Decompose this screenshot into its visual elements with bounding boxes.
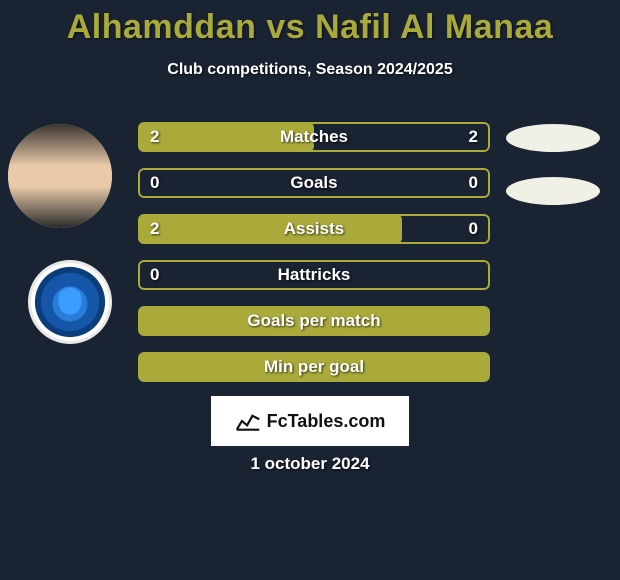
stats-rows: Matches22Goals00Assists20Hattricks0Goals… xyxy=(138,122,490,398)
stat-label: Hattricks xyxy=(138,260,490,290)
club-badge-icon xyxy=(31,263,109,341)
stat-label: Goals xyxy=(138,168,490,198)
stat-row: Goals per match xyxy=(138,306,490,336)
stat-value-left: 0 xyxy=(138,260,171,290)
fctables-icon xyxy=(235,410,261,432)
stat-row: Hattricks0 xyxy=(138,260,490,290)
player-face-placeholder xyxy=(8,124,112,228)
stat-row: Matches2 2 xyxy=(138,122,490,152)
vs-text: vs xyxy=(266,8,305,46)
player2-badge-oval xyxy=(506,177,600,205)
comparison-title: Alhamddan vs Nafil Al Manaa xyxy=(0,0,620,47)
stat-label: Min per goal xyxy=(138,352,490,382)
stat-row: Assists2 0 xyxy=(138,214,490,244)
stat-value-left: 2 xyxy=(138,214,171,244)
stat-value-left: 2 xyxy=(138,122,171,152)
date-text: 1 october 2024 xyxy=(0,454,620,474)
stat-value-right: 0 xyxy=(457,214,490,244)
player2-name: Nafil Al Manaa xyxy=(315,8,553,46)
stat-row: Min per goal xyxy=(138,352,490,382)
player1-badge-oval xyxy=(506,124,600,152)
player1-avatar xyxy=(8,124,112,228)
watermark: FcTables.com xyxy=(211,396,409,446)
player1-name: Alhamddan xyxy=(67,8,257,46)
stat-value-right: 0 xyxy=(457,168,490,198)
stat-label: Matches xyxy=(138,122,490,152)
stat-row: Goals0 0 xyxy=(138,168,490,198)
subtitle: Club competitions, Season 2024/2025 xyxy=(0,61,620,79)
stat-label: Goals per match xyxy=(138,306,490,336)
watermark-text: FcTables.com xyxy=(267,411,386,432)
stat-label: Assists xyxy=(138,214,490,244)
stat-value-right: 2 xyxy=(457,122,490,152)
stat-value-left: 0 xyxy=(138,168,171,198)
club-badge xyxy=(28,260,112,344)
